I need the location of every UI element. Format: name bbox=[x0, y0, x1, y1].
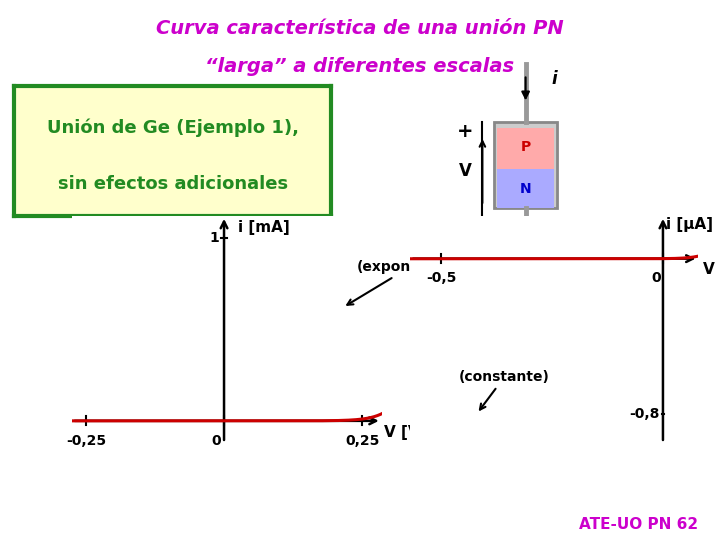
Text: i [μA]: i [μA] bbox=[667, 217, 714, 232]
Text: -0,8: -0,8 bbox=[629, 407, 660, 421]
Bar bbox=[497, 128, 554, 169]
Text: 0: 0 bbox=[651, 271, 661, 285]
Text: (exponencial): (exponencial) bbox=[347, 260, 464, 305]
Text: Curva característica de una unión PN: Curva característica de una unión PN bbox=[156, 19, 564, 38]
Text: i [mA]: i [mA] bbox=[238, 220, 289, 235]
Text: -0,5: -0,5 bbox=[426, 271, 456, 285]
Text: V [Volt.]: V [Volt.] bbox=[703, 262, 720, 277]
Text: +: + bbox=[457, 123, 473, 141]
Text: −: − bbox=[457, 213, 473, 232]
Text: P: P bbox=[521, 140, 531, 154]
Text: 0,25: 0,25 bbox=[345, 434, 379, 448]
Text: Unión de Ge (Ejemplo 1),: Unión de Ge (Ejemplo 1), bbox=[47, 119, 299, 137]
Text: “larga” a diferentes escalas: “larga” a diferentes escalas bbox=[205, 57, 515, 76]
Text: (constante): (constante) bbox=[459, 370, 550, 410]
Text: -0,25: -0,25 bbox=[66, 434, 106, 448]
Text: sin efectos adicionales: sin efectos adicionales bbox=[58, 174, 288, 193]
Text: N: N bbox=[520, 183, 531, 197]
Text: V: V bbox=[459, 162, 472, 180]
Text: V [Volt.]: V [Volt.] bbox=[384, 425, 454, 440]
Text: ATE-UO PN 62: ATE-UO PN 62 bbox=[580, 517, 698, 532]
Text: 1: 1 bbox=[210, 231, 220, 245]
Text: 0: 0 bbox=[212, 434, 221, 448]
Text: i: i bbox=[552, 70, 557, 87]
Bar bbox=[497, 169, 554, 208]
Bar bbox=[494, 122, 557, 208]
